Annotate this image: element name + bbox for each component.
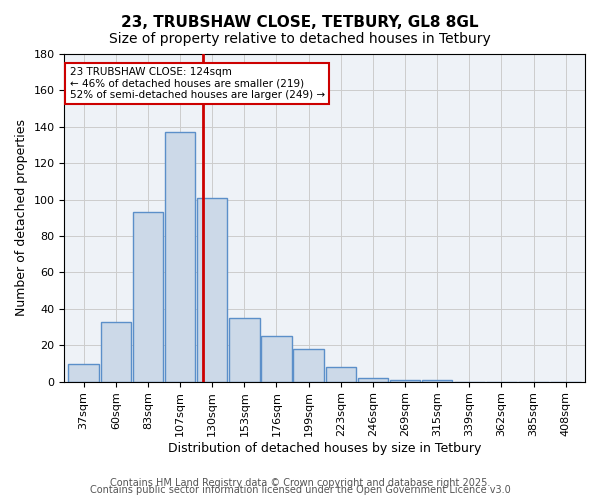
Bar [229, 318, 260, 382]
Text: Contains public sector information licensed under the Open Government Licence v3: Contains public sector information licen… [89, 485, 511, 495]
Bar [101, 322, 131, 382]
Text: 23 TRUBSHAW CLOSE: 124sqm
← 46% of detached houses are smaller (219)
52% of semi: 23 TRUBSHAW CLOSE: 124sqm ← 46% of detac… [70, 67, 325, 100]
Bar [133, 212, 163, 382]
Text: 23, TRUBSHAW CLOSE, TETBURY, GL8 8GL: 23, TRUBSHAW CLOSE, TETBURY, GL8 8GL [121, 15, 479, 30]
Bar [293, 349, 324, 382]
Bar [390, 380, 421, 382]
Text: Contains HM Land Registry data © Crown copyright and database right 2025.: Contains HM Land Registry data © Crown c… [110, 478, 490, 488]
Bar [326, 367, 356, 382]
Bar [68, 364, 99, 382]
Bar [165, 132, 196, 382]
Text: Size of property relative to detached houses in Tetbury: Size of property relative to detached ho… [109, 32, 491, 46]
Bar [422, 380, 452, 382]
Y-axis label: Number of detached properties: Number of detached properties [15, 120, 28, 316]
Bar [358, 378, 388, 382]
Bar [197, 198, 227, 382]
X-axis label: Distribution of detached houses by size in Tetbury: Distribution of detached houses by size … [168, 442, 481, 455]
Bar [261, 336, 292, 382]
